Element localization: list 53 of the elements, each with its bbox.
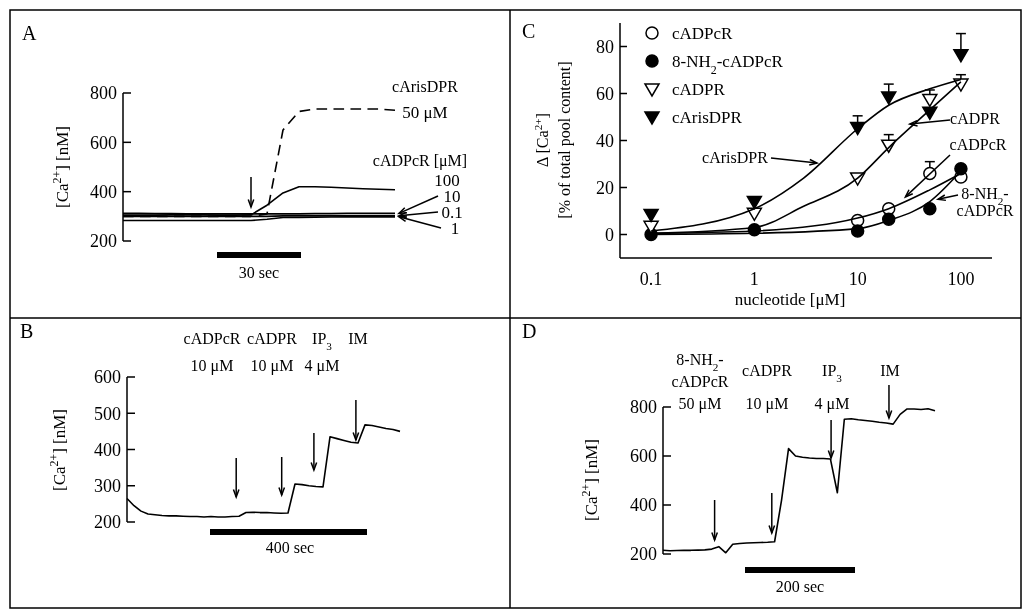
annotation: 8-NH$_{2}$- cADPcR 50 μM: [671, 351, 729, 413]
y-tick-label: 500: [94, 403, 121, 424]
y-tick-label: 600: [630, 446, 657, 467]
text: IM: [880, 362, 900, 379]
annotation: cADPcR [μM]: [372, 152, 468, 170]
x-tick-label: 0.1: [639, 269, 663, 289]
chart-title: B: [20, 320, 34, 342]
text: cADPR 10 μM: [247, 330, 298, 375]
y-tick-label: 400: [94, 439, 121, 460]
annotation: cADPR 10 μM: [742, 362, 793, 413]
annotation: cArisDPR: [702, 149, 769, 166]
y-tick-label: 600: [90, 132, 117, 153]
y-tick-label: 60: [596, 83, 614, 104]
text: 200 sec: [775, 578, 825, 595]
y-tick-label: 0: [605, 224, 614, 245]
x-tick-label: 100: [947, 269, 975, 289]
y-tick-label: 800: [630, 397, 657, 418]
legend-label: cADPR: [672, 80, 726, 99]
y-tick-label: 200: [94, 512, 121, 533]
x-tick-label: 1: [749, 269, 759, 289]
y-tick-label: 300: [94, 476, 121, 497]
y-tick-label: 400: [90, 181, 117, 202]
x-tick-label: 10: [848, 269, 867, 289]
y-tick-label: 800: [90, 83, 117, 104]
text: 10: [443, 187, 461, 206]
y-tick-label: 200: [90, 231, 117, 252]
y-tick-label: 200: [630, 544, 657, 565]
y-tick-label: 400: [630, 495, 657, 516]
text: 30 sec: [238, 264, 280, 281]
legend-label: cArisDPR: [672, 108, 743, 127]
text: 100: [434, 171, 460, 190]
text: IM: [348, 330, 368, 347]
chart-title: D: [522, 320, 537, 342]
annotation: IP$_{3}$ 4 μM: [814, 362, 850, 413]
legend-label: 8-NH$_{2}$-cADPcR: [672, 52, 784, 77]
y-tick-label: 600: [94, 367, 121, 388]
legend-label: 0.1: [441, 203, 463, 222]
chart-title: A: [22, 22, 37, 44]
y-tick-label: 20: [596, 177, 614, 198]
x-axis-title: nucleotide [μM]: [734, 290, 846, 309]
text: IP$_{3}$ 4 μM: [304, 330, 340, 375]
text: 400 sec: [265, 539, 315, 556]
annotation: cADPcR: [949, 136, 1007, 153]
chart-title: C: [522, 20, 536, 42]
text: 1: [450, 219, 460, 238]
annotation: 8-NH$_{2}$- cADPcR: [956, 185, 1014, 219]
annotation: cArisDPR: [392, 78, 459, 95]
text: cADPcR 10 μM: [183, 330, 241, 375]
legend-label: cADPcR: [672, 24, 734, 43]
series-label: 50 μM: [402, 103, 448, 122]
y-tick-label: 40: [596, 130, 614, 151]
annotation: cADPR: [950, 110, 1001, 127]
y-tick-label: 80: [596, 36, 614, 57]
